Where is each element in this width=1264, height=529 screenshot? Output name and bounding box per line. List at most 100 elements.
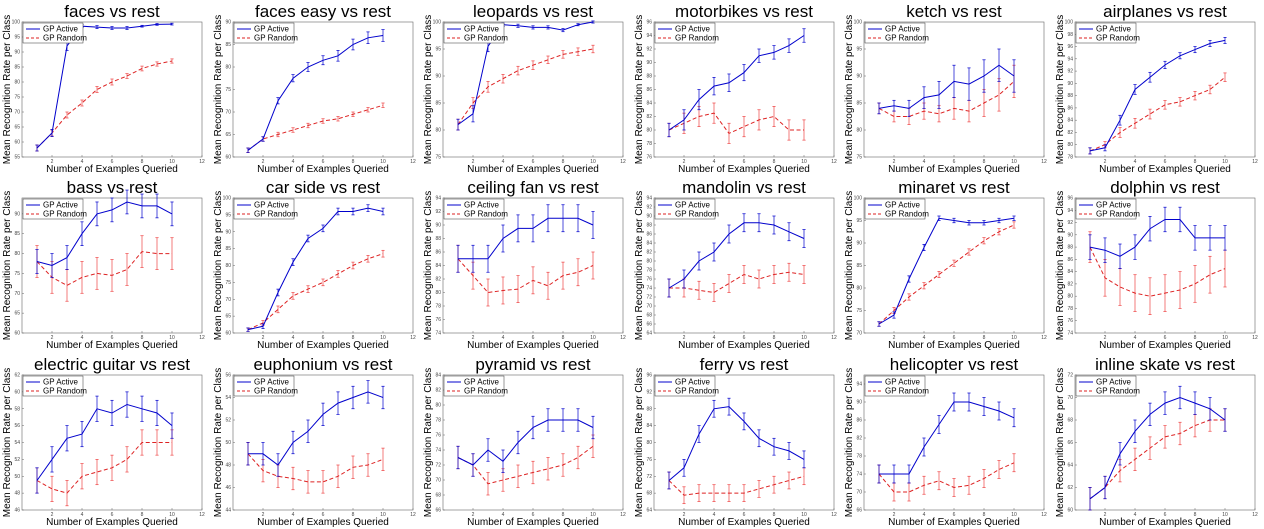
x-tick-label: 4 [1134,512,1137,518]
x-tick-label: 10 [169,159,175,165]
legend-label-random: GP Random [464,34,508,43]
y-tick-label: 80 [857,286,863,292]
y-tick-label: 88 [1067,93,1073,99]
plot-frame [1074,21,1256,158]
y-tick-label: 64 [646,331,652,337]
y-tick-label: 66 [646,322,652,328]
x-tick-label: 6 [742,335,745,341]
legend-label-random: GP Random [675,386,719,395]
x-tick-label: 6 [1164,512,1167,518]
legend-label-random: GP Random [254,34,298,43]
x-tick-label: 12 [1252,159,1258,165]
legend-label-active: GP Active [464,201,500,210]
y-axis-label: Mean Recognition Rate per Class [634,367,645,517]
chart-title: minaret vs rest [899,178,1011,197]
x-tick-label: 10 [380,335,386,341]
chart-title: faces easy vs rest [255,2,391,21]
x-tick-label: 6 [111,335,114,341]
series-line [1089,39,1226,152]
y-tick-label: 92 [646,205,652,211]
x-tick-label: 12 [831,335,837,341]
y-tick-label: 85 [857,101,863,107]
series-line [36,403,173,481]
y-tick-label: 88 [646,223,652,229]
y-tick-label: 88 [1067,245,1073,251]
x-tick-label: 6 [1164,159,1167,165]
y-tick-label: 90 [1067,233,1073,239]
x-tick-label: 4 [291,335,294,341]
y-tick-label: 90 [225,230,231,236]
x-tick-label: 12 [831,512,837,518]
y-tick-label: 100 [433,20,442,26]
legend-label-active: GP Active [1096,201,1132,210]
x-tick-label: 8 [141,159,144,165]
chart-svg: leopards vs rest 2 4 6 8 10 12 75 80 85 90 95 100 Num… [423,2,626,175]
series-active [877,392,1016,483]
y-tick-label: 60 [225,155,231,161]
x-tick-label: 12 [199,335,205,341]
y-tick-label: 100 [854,196,863,202]
x-tick-label: 4 [291,159,294,165]
x-tick-label: 12 [620,335,626,341]
series-line [457,445,594,484]
x-tick-label: 6 [111,159,114,165]
series-active [877,48,1016,117]
series-line [1089,219,1225,258]
series-active [1088,207,1227,270]
y-tick-label: 50 [225,440,231,446]
chart-title: electric guitar vs rest [34,355,190,374]
y-tick-label: 95 [225,213,231,219]
y-tick-label: 60 [14,140,20,146]
chart-title: inline skate vs rest [1095,355,1235,374]
y-tick-label: 75 [857,308,863,314]
legend-label-active: GP Active [254,25,290,34]
x-tick-label: 6 [321,159,324,165]
y-tick-label: 90 [225,20,231,26]
y-tick-label: 62 [14,372,20,378]
x-tick-label: 6 [532,335,535,341]
y-tick-label: 60 [14,389,20,395]
x-axis-label: Number of Examples Queried [889,517,1021,528]
y-tick-label: 86 [436,250,442,256]
x-tick-label: 8 [141,512,144,518]
y-axis-label: Mean Recognition Rate per Class [213,367,224,517]
y-tick-label: 70 [857,489,863,495]
y-tick-label: 100 [12,20,21,26]
y-tick-label: 75 [14,95,20,101]
y-tick-label: 58 [14,406,20,412]
x-tick-label: 2 [472,512,475,518]
legend-label-active: GP Active [885,377,921,386]
series-line [247,104,383,151]
legend-label-active: GP Active [675,25,711,34]
series-line [668,112,804,135]
x-tick-label: 2 [682,512,685,518]
y-axis-label: Mean Recognition Rate per Class [2,367,13,517]
series-line [879,64,1015,109]
y-tick-label: 90 [436,74,442,80]
y-tick-label: 92 [436,209,442,215]
x-tick-label: 4 [712,159,715,165]
y-tick-label: 80 [14,80,20,86]
y-tick-label: 80 [436,128,442,134]
y-tick-label: 94 [646,33,652,39]
x-tick-label: 6 [953,512,956,518]
x-tick-label: 4 [1134,335,1137,341]
y-tick-label: 68 [436,492,442,498]
y-tick-label: 72 [646,473,652,479]
series-active [667,213,806,298]
x-axis-label: Number of Examples Queried [1099,164,1231,175]
chart-title: bass vs rest [67,178,158,197]
y-tick-label: 72 [436,462,442,468]
x-tick-label: 10 [1012,335,1018,341]
series-line [247,207,383,331]
x-tick-label: 10 [169,512,175,518]
x-tick-label: 4 [81,335,84,341]
legend-label-random: GP Random [43,386,87,395]
y-tick-label: 95 [857,218,863,224]
y-tick-label: 74 [857,471,863,477]
x-axis-label: Number of Examples Queried [467,340,599,351]
